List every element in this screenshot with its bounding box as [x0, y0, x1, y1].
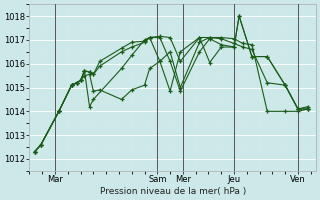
X-axis label: Pression niveau de la mer( hPa ): Pression niveau de la mer( hPa ) [100, 187, 246, 196]
